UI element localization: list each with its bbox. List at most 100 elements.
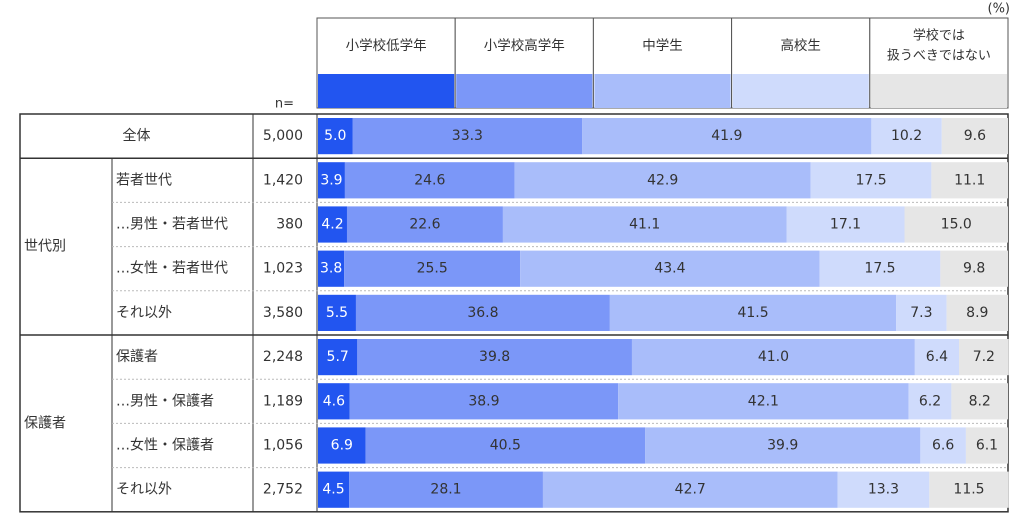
bar-value-label: 39.9 bbox=[767, 438, 798, 454]
row-label: 保護者 bbox=[116, 349, 158, 365]
bar-value-label: 17.1 bbox=[830, 217, 861, 233]
bar-value-label: 7.3 bbox=[910, 305, 932, 321]
bar-segment bbox=[920, 427, 966, 464]
legend-swatch bbox=[870, 74, 1007, 108]
bar-segment bbox=[365, 427, 646, 464]
row-label: それ以外 bbox=[116, 305, 172, 321]
bar-segment bbox=[810, 162, 932, 199]
bar-segment bbox=[318, 250, 345, 287]
bar-value-label: 4.2 bbox=[321, 217, 343, 233]
bar-value-label: 42.9 bbox=[647, 172, 678, 188]
unit-label: (%) bbox=[988, 2, 1011, 17]
bar-value-label: 9.6 bbox=[964, 128, 986, 144]
legend-swatch bbox=[456, 74, 593, 108]
bar-segment bbox=[631, 339, 915, 376]
bar-value-label: 10.2 bbox=[891, 128, 922, 144]
bar-value-label: 5.7 bbox=[327, 349, 349, 365]
row-label: …男性・保護者 bbox=[116, 393, 214, 409]
n-header: n= bbox=[275, 97, 294, 112]
bar-segment bbox=[349, 471, 543, 508]
row-n: 1,056 bbox=[263, 438, 303, 454]
row-n: 2,752 bbox=[263, 482, 303, 498]
bar-segment bbox=[940, 250, 1008, 287]
row-n: 1,420 bbox=[263, 172, 303, 188]
bar-value-label: 43.4 bbox=[654, 261, 685, 277]
bar-segment bbox=[931, 162, 1008, 199]
bar-segment bbox=[908, 383, 952, 420]
bar-segment bbox=[871, 118, 942, 155]
bar-value-label: 4.5 bbox=[322, 482, 344, 498]
bar-segment bbox=[542, 471, 838, 508]
row-n: 5,000 bbox=[263, 128, 303, 144]
bar-segment bbox=[344, 250, 521, 287]
bar-segment bbox=[318, 427, 366, 464]
bar-value-label: 5.5 bbox=[326, 305, 348, 321]
bar-value-label: 6.2 bbox=[919, 393, 941, 409]
bar-segment bbox=[318, 118, 353, 155]
bar-value-label: 5.0 bbox=[324, 128, 346, 144]
bar-value-label: 8.9 bbox=[966, 305, 988, 321]
bar-segment bbox=[645, 427, 921, 464]
row-n: 1,023 bbox=[263, 261, 303, 277]
bar-value-label: 17.5 bbox=[864, 261, 895, 277]
bar-segment bbox=[786, 206, 905, 243]
bar-segment bbox=[318, 294, 356, 331]
row-label: それ以外 bbox=[116, 482, 172, 498]
legend-label: 高校生 bbox=[780, 37, 821, 54]
row-label: …女性・若者世代 bbox=[116, 260, 228, 277]
bar-value-label: 36.8 bbox=[467, 305, 498, 321]
bar-segment bbox=[502, 206, 787, 243]
bar-value-label: 33.3 bbox=[452, 128, 483, 144]
row-label: …女性・保護者 bbox=[116, 437, 214, 454]
bar-segment bbox=[514, 162, 811, 199]
legend-swatch bbox=[594, 74, 731, 108]
row-n: 2,248 bbox=[263, 349, 303, 365]
bar-segment bbox=[904, 206, 1008, 243]
bar-segment bbox=[946, 294, 1008, 331]
bar-value-label: 6.9 bbox=[331, 438, 353, 454]
bar-segment bbox=[349, 383, 619, 420]
bar-segment bbox=[344, 162, 515, 199]
legend-swatch bbox=[318, 74, 455, 108]
bar-value-label: 24.6 bbox=[414, 172, 445, 188]
bar-value-label: 17.5 bbox=[855, 172, 886, 188]
bar-value-label: 22.6 bbox=[409, 217, 440, 233]
bar-value-label: 13.3 bbox=[868, 482, 899, 498]
bar-value-label: 40.5 bbox=[490, 438, 521, 454]
bar-segment bbox=[318, 471, 350, 508]
bar-value-label: 9.8 bbox=[963, 261, 985, 277]
bar-value-label: 38.9 bbox=[468, 393, 499, 409]
bar-segment bbox=[951, 383, 1008, 420]
bar-segment bbox=[959, 339, 1009, 376]
bar-value-label: 3.9 bbox=[320, 172, 342, 188]
bar-value-label: 42.7 bbox=[675, 482, 706, 498]
bar-value-label: 11.1 bbox=[954, 172, 985, 188]
bar-segment bbox=[355, 294, 610, 331]
bar-segment bbox=[837, 471, 930, 508]
group-label: 世代別 bbox=[24, 239, 66, 255]
bar-segment bbox=[318, 162, 345, 199]
legend-label: 小学校高学年 bbox=[484, 37, 565, 54]
legend-label: 小学校低学年 bbox=[346, 37, 427, 54]
row-n: 3,580 bbox=[263, 305, 303, 321]
bar-segment bbox=[929, 471, 1009, 508]
bar-segment bbox=[357, 339, 632, 376]
bar-value-label: 42.1 bbox=[748, 393, 779, 409]
bar-segment bbox=[941, 118, 1008, 155]
bar-value-label: 15.0 bbox=[941, 217, 972, 233]
bar-segment bbox=[582, 118, 872, 155]
bar-segment bbox=[618, 383, 909, 420]
bar-value-label: 6.1 bbox=[976, 438, 998, 454]
bar-value-label: 8.2 bbox=[969, 393, 991, 409]
bar-segment bbox=[609, 294, 897, 331]
bar-segment bbox=[346, 206, 503, 243]
bar-segment bbox=[318, 383, 350, 420]
bar-segment bbox=[318, 206, 347, 243]
bar-segment bbox=[914, 339, 960, 376]
bar-segment bbox=[352, 118, 583, 155]
bar-value-label: 6.6 bbox=[932, 438, 954, 454]
group-label: 保護者 bbox=[24, 415, 66, 431]
bar-segment bbox=[520, 250, 820, 287]
row-label: 全体 bbox=[123, 127, 151, 144]
